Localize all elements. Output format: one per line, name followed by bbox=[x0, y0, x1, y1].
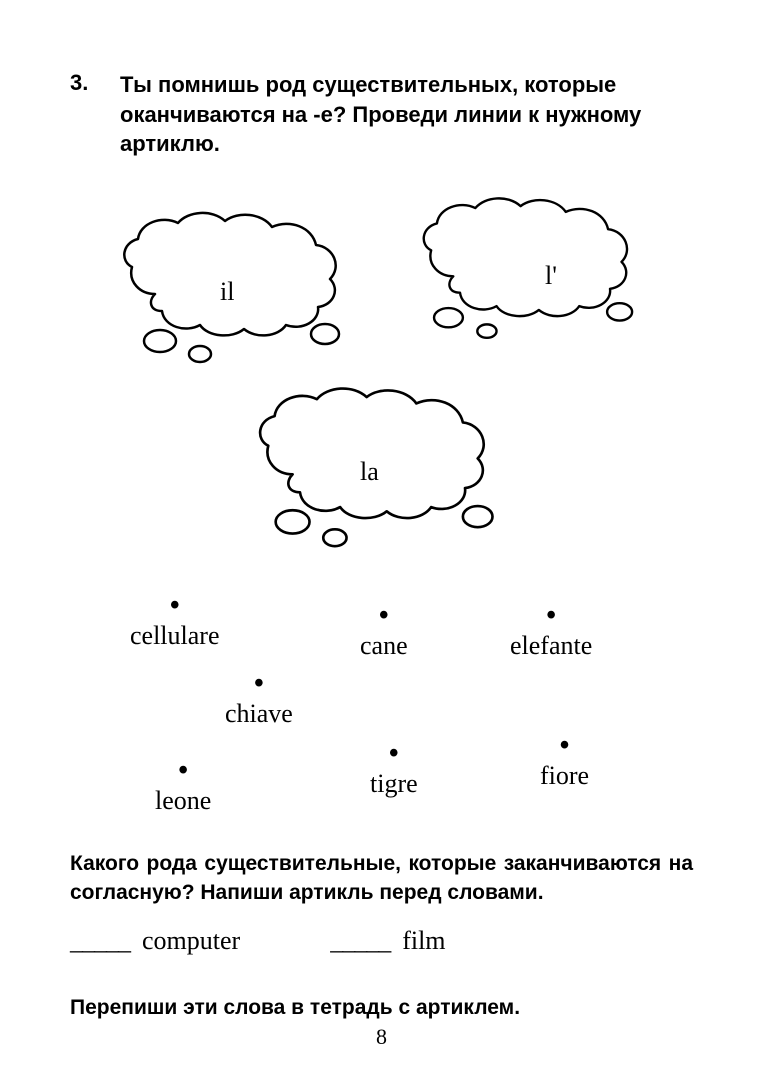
dot-icon: • bbox=[370, 747, 418, 761]
cloud-il-label: il bbox=[220, 277, 234, 307]
cloud-la bbox=[245, 384, 520, 559]
cloud-l bbox=[410, 194, 660, 354]
cloud-icon bbox=[245, 384, 520, 554]
fill-word: film bbox=[402, 926, 445, 956]
fill-word: computer bbox=[142, 926, 240, 956]
fill-in-blanks: _____ computer _____ film bbox=[70, 926, 693, 956]
blank-line[interactable]: _____ bbox=[70, 926, 130, 956]
question-2: Какого рода существительные, которые зак… bbox=[70, 849, 693, 908]
exercise-header: 3. Ты помнишь род существительных, котор… bbox=[70, 70, 693, 159]
page-number: 8 bbox=[376, 1024, 387, 1050]
word-cellulare: • cellulare bbox=[130, 599, 220, 651]
fill-item-computer[interactable]: _____ computer bbox=[70, 926, 240, 956]
dot-icon: • bbox=[510, 609, 592, 623]
exercise-instruction: Ты помнишь род существительных, которые … bbox=[120, 70, 693, 159]
dot-icon: • bbox=[225, 677, 293, 691]
dot-icon: • bbox=[155, 764, 211, 778]
dot-icon: • bbox=[130, 599, 220, 613]
cloud-l-label: l' bbox=[545, 261, 557, 291]
word-chiave: • chiave bbox=[225, 677, 293, 729]
dot-icon: • bbox=[360, 609, 408, 623]
fill-item-film[interactable]: _____ film bbox=[330, 926, 445, 956]
cloud-il bbox=[110, 209, 370, 374]
dot-icon: • bbox=[540, 739, 589, 753]
word-fiore: • fiore bbox=[540, 739, 589, 791]
word-cane: • cane bbox=[360, 609, 408, 661]
word-elefante: • elefante bbox=[510, 609, 592, 661]
cloud-la-label: la bbox=[360, 457, 379, 487]
word-tigre: • tigre bbox=[370, 747, 418, 799]
cloud-icon bbox=[410, 194, 660, 349]
blank-line[interactable]: _____ bbox=[330, 926, 390, 956]
exercise-number: 3. bbox=[70, 70, 100, 96]
cloud-icon bbox=[110, 209, 370, 369]
final-instruction: Перепиши эти слова в тетрадь с артиклем. bbox=[70, 996, 693, 1020]
words-area: • cellulare • cane • elefante • chiave •… bbox=[70, 599, 693, 829]
word-leone: • leone bbox=[155, 764, 211, 816]
clouds-area: il l' la bbox=[70, 209, 693, 569]
